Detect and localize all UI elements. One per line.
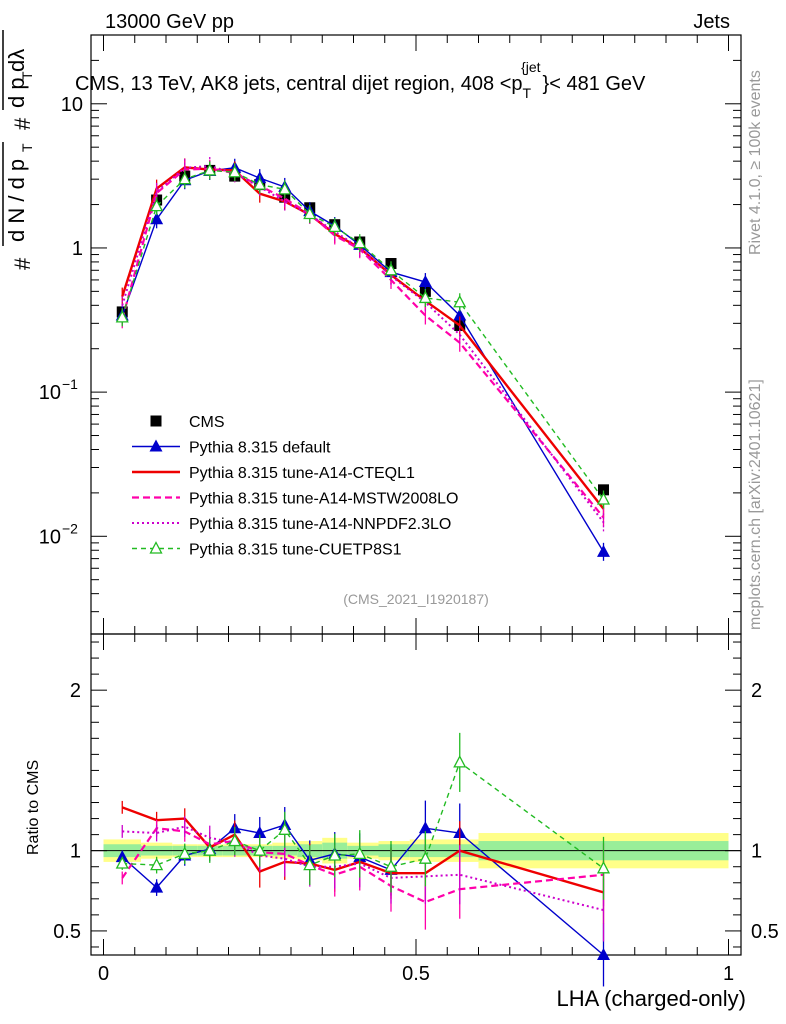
y-tick-label: 10 bbox=[61, 94, 83, 116]
legend-label: Pythia 8.315 tune-A14-CTEQL1 bbox=[189, 465, 415, 482]
default-marker bbox=[418, 275, 432, 288]
header-beam-label: 13000 GeV pp bbox=[105, 11, 234, 33]
y-tick-label: 1 bbox=[72, 238, 83, 260]
ratio-y-tick-label-right: 2 bbox=[751, 680, 762, 702]
cuetp8s1-marker bbox=[384, 859, 398, 872]
ratio-series-line-0 bbox=[121, 824, 604, 956]
cuetp8s1-marker bbox=[278, 181, 292, 195]
default-marker bbox=[597, 544, 610, 557]
cuetp8s1-marker bbox=[353, 235, 367, 249]
ratio-y-tick-label: 0.5 bbox=[53, 921, 81, 943]
main-chart-title: CMS, 13 TeV, AK8 jets, central dijet reg… bbox=[75, 59, 646, 101]
ratio-y-tick-label-right: 0.5 bbox=[751, 921, 779, 943]
default-marker bbox=[418, 821, 432, 834]
svg-text:T: T bbox=[19, 71, 35, 80]
cuetp8s1-marker bbox=[328, 219, 342, 233]
main-series-line-2 bbox=[121, 166, 605, 510]
mcplots-reference-label: mcplots.cern.ch [arXiv:2401.10621] bbox=[747, 379, 764, 630]
cuetp8s1-marker bbox=[353, 846, 367, 860]
cuetp8s1-marker bbox=[178, 171, 192, 185]
cuetp8s1-marker bbox=[150, 198, 164, 212]
cuetp8s1-marker bbox=[384, 262, 398, 276]
cuetp8s1-marker bbox=[150, 857, 164, 871]
ratio-y-axis-label: Ratio to CMS bbox=[25, 760, 42, 855]
svg-text:dλ: dλ bbox=[4, 49, 29, 72]
svg-text:#: # bbox=[10, 117, 35, 130]
main-series-line-4 bbox=[121, 165, 605, 523]
cuetp8s1-marker bbox=[253, 843, 267, 856]
default-marker bbox=[150, 212, 164, 225]
cuetp8s1-marker bbox=[203, 163, 217, 176]
analysis-id-label: (CMS_2021_I1920187) bbox=[343, 591, 489, 607]
cuetp8s1-marker bbox=[303, 206, 317, 220]
default-marker bbox=[453, 308, 467, 321]
svg-text:d N / d p: d N / d p bbox=[4, 159, 29, 242]
ratio-y-tick-label: 2 bbox=[70, 680, 81, 702]
ratio-y-tick-label-right: 1 bbox=[751, 841, 762, 863]
svg-text:#: # bbox=[10, 257, 35, 270]
cuetp8s1-marker bbox=[303, 857, 317, 871]
x-axis-label: LHA (charged-only) bbox=[556, 986, 746, 1011]
cuetp8s1-marker bbox=[596, 860, 611, 874]
default-marker bbox=[115, 850, 129, 863]
cuetp8s1-marker bbox=[418, 851, 432, 864]
y-tick-label: 10 bbox=[39, 382, 61, 404]
ratio-series-line-1 bbox=[121, 806, 604, 894]
cuetp8s1-marker bbox=[453, 754, 467, 768]
x-tick-label: 1 bbox=[723, 963, 734, 985]
rivet-version-label: Rivet 4.1.0, ≥ 100k events bbox=[747, 70, 764, 255]
cuetp8s1-marker bbox=[596, 492, 611, 505]
cuetp8s1-marker bbox=[115, 309, 129, 323]
legend-label: CMS bbox=[189, 414, 225, 431]
default-marker bbox=[150, 880, 164, 893]
y-tick-label: 10 bbox=[39, 526, 61, 548]
cms-data-point bbox=[598, 484, 609, 496]
header-jets-label: Jets bbox=[693, 11, 730, 33]
cuetp8s1-marker bbox=[453, 294, 467, 308]
y-tick-exponent: −2 bbox=[62, 520, 78, 536]
cuetp8s1-marker bbox=[178, 846, 192, 860]
default-marker bbox=[597, 948, 610, 960]
default-marker bbox=[149, 439, 163, 452]
ratio-series-line-2 bbox=[121, 827, 604, 904]
ratio-panel: 0 0.5 1 0.5 0.5 1 1 2 2 bbox=[53, 633, 779, 987]
cuetp8s1-marker bbox=[228, 833, 242, 847]
cms-data-point bbox=[150, 415, 162, 427]
legend-label: Pythia 8.315 tune-CUETP8S1 bbox=[189, 542, 402, 559]
x-tick-label: 0 bbox=[98, 963, 109, 985]
main-y-axis-label: # d N / d p T 1 # d p T dλ d 2 N bbox=[2, 30, 35, 270]
svg-text:T: T bbox=[19, 143, 35, 152]
legend-label: Pythia 8.315 default bbox=[189, 440, 331, 457]
cuetp8s1-marker bbox=[149, 541, 163, 554]
ratio-frame bbox=[90, 633, 742, 956]
default-marker bbox=[253, 826, 267, 839]
cuetp8s1-marker bbox=[418, 290, 432, 304]
ratio-y-tick-label: 1 bbox=[70, 841, 81, 863]
main-series-line-1 bbox=[121, 167, 605, 553]
legend-label: Pythia 8.315 tune-A14-MSTW2008LO bbox=[189, 491, 458, 508]
cuetp8s1-marker bbox=[253, 177, 267, 190]
cuetp8s1-marker bbox=[278, 822, 292, 835]
ratio-series-line-4 bbox=[122, 761, 604, 869]
legend: CMS Pythia 8.315 default Pythia 8.315 tune… bbox=[132, 414, 458, 559]
cuetp8s1-marker bbox=[328, 848, 342, 861]
cuetp8s1-marker bbox=[115, 856, 129, 869]
x-tick-label: 0.5 bbox=[402, 963, 430, 985]
svg-text:d p: d p bbox=[4, 77, 29, 108]
legend-label: Pythia 8.315 tune-A14-NNPDF2.3LO bbox=[189, 516, 451, 533]
cuetp8s1-marker bbox=[203, 843, 217, 856]
main-series-line-3 bbox=[121, 167, 605, 519]
y-tick-exponent: −1 bbox=[62, 376, 78, 392]
cuetp8s1-marker bbox=[228, 164, 242, 178]
